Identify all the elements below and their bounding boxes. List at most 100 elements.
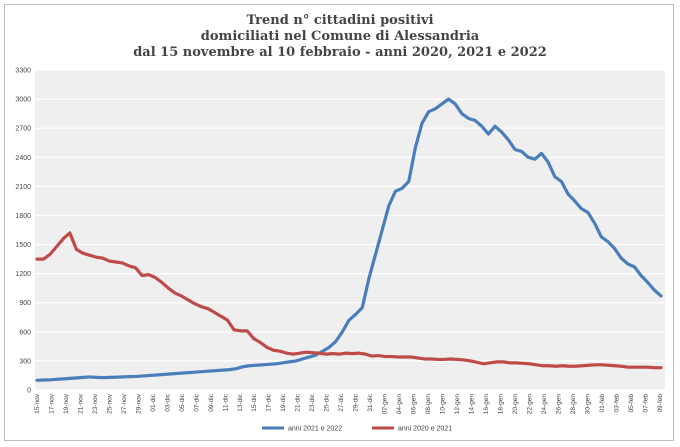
x-tick-label: 17-nov [48,393,55,414]
x-tick: 05-dic [179,393,186,411]
x-tick: 09-dic [208,393,215,411]
x-tick-label: 26-gen [555,394,562,415]
x-tick: 15-dic [251,393,258,411]
x-tick-label: 09-feb [657,394,664,413]
x-tick: 20-gen [512,394,519,415]
x-tick-label: 21-nov [77,393,84,414]
x-tick-label: 25-dic [324,393,331,411]
x-tick-label: 09-dic [208,393,215,411]
chart-title-line-3: dal 15 novembre al 10 febbraio - anni 20… [133,45,547,60]
x-tick: 16-gen [483,394,490,415]
x-tick: 06-gen [411,394,418,415]
x-tick: 15-nov [34,393,41,414]
x-tick-label: 27-nov [121,393,128,414]
x-tick: 22-gen [526,394,533,415]
x-tick-label: 01-feb [599,394,606,413]
x-tick-label: 04-gen [396,394,403,415]
x-tick-label: 18-gen [497,394,504,415]
y-tick-label: 3000 [15,97,31,104]
x-tick-label: 06-gen [411,394,418,415]
y-tick-label: 2700 [15,126,31,133]
x-tick: 02-gen [382,394,389,415]
x-tick: 03-dic [164,393,171,411]
x-tick: 11-dic [222,393,229,411]
x-tick: 30-gen [584,394,591,415]
x-tick: 07-dic [193,393,200,411]
x-tick-label: 01-dic [150,393,157,411]
x-tick: 09-feb [657,394,664,413]
x-tick: 29-nov [135,393,142,414]
y-tick-label: 2100 [15,184,31,191]
x-tick: 12-gen [454,394,461,415]
legend-label: anni 2020 e 2021 [398,426,452,433]
x-tick-label: 10-gen [440,394,447,415]
y-axis-ticks: 0 300 600 900 1200 1500 1800 2100 2400 2700 3000 33… [15,68,31,395]
series-line-1 [35,97,663,382]
x-tick-label: 15-dic [251,393,258,411]
x-tick-label: 28-gen [570,394,577,415]
y-tick-label: 3300 [15,68,31,75]
x-tick-label: 19-nov [63,393,70,414]
x-tick: 24-gen [541,394,548,415]
x-tick-label: 23-dic [309,393,316,411]
series-line-2 [35,231,663,370]
x-tick-label: 05-dic [179,393,186,411]
y-tick-label: 1500 [15,242,31,249]
x-tick: 07-feb [642,394,649,413]
x-tick: 04-gen [396,394,403,415]
y-tick-label: 1200 [15,271,31,278]
x-tick-label: 21-dic [295,393,302,411]
x-tick: 13-dic [237,393,244,411]
chart-title-line-1: Trend n° cittadini positivi [246,13,434,28]
x-tick: 19-dic [280,393,287,411]
x-tick: 08-gen [425,394,432,415]
x-tick: 19-nov [63,393,70,414]
x-tick: 18-gen [497,394,504,415]
x-tick: 01-feb [599,394,606,413]
x-tick: 17-dic [266,393,273,411]
y-tick-label: 900 [19,300,31,307]
x-tick-label: 07-dic [193,393,200,411]
x-tick-label: 23-nov [92,393,99,414]
x-tick-label: 03-feb [613,394,620,413]
series-lines [35,97,663,382]
x-tick-label: 11-dic [222,393,229,411]
x-tick-label: 19-dic [280,393,287,411]
x-tick-label: 31-dic [367,393,374,411]
x-tick-label: 20-gen [512,394,519,415]
x-tick: 29-dic [353,393,360,411]
legend-label: anni 2021 e 2022 [288,426,342,433]
x-tick-label: 07-feb [642,394,649,413]
x-tick-label: 15-nov [34,393,41,414]
x-tick: 17-nov [48,393,55,414]
x-tick-label: 27-dic [338,393,345,411]
y-tick-label: 1800 [15,213,31,220]
x-tick-label: 30-gen [584,394,591,415]
x-tick-label: 02-gen [382,394,389,415]
x-tick-label: 16-gen [483,394,490,415]
legend: anni 2021 e 2022 anni 2020 e 2021 [262,426,452,433]
x-tick-label: 03-dic [164,393,171,411]
x-tick-label: 29-dic [353,393,360,411]
y-tick-label: 2400 [15,155,31,162]
x-tick: 25-nov [106,393,113,414]
x-tick: 21-dic [295,393,302,411]
x-tick: 23-dic [309,393,316,411]
x-tick-label: 22-gen [526,394,533,415]
x-axis-ticks: 15-nov 17-nov 19-nov 21-nov 23-nov 25-nov 27-n… [34,393,664,414]
x-tick: 10-gen [440,394,447,415]
y-tick-label: 300 [19,358,31,365]
y-tick-label: 600 [19,329,31,336]
plot-area [35,70,665,390]
x-tick: 03-feb [613,394,620,413]
y-tick-label: 0 [27,388,31,395]
x-tick: 27-dic [338,393,345,411]
chart-title-line-2: domiciliati nel Comune di Alessandria [200,29,480,44]
x-tick: 26-gen [555,394,562,415]
x-tick-label: 24-gen [541,394,548,415]
x-tick: 23-nov [92,393,99,414]
x-tick-label: 12-gen [454,394,461,415]
x-tick-label: 17-dic [266,393,273,411]
x-tick-label: 05-feb [628,394,635,413]
